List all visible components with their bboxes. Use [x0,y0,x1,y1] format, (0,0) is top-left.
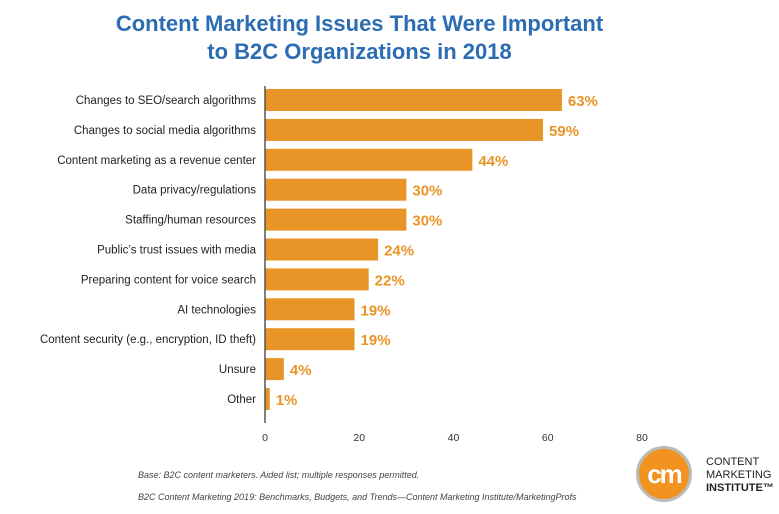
bar [265,298,355,321]
data-label: 22% [375,272,405,289]
data-label: 30% [412,183,442,200]
bar [265,89,562,111]
data-label: 4% [290,362,312,379]
category-label: Public’s trust issues with media [97,245,257,257]
x-tick-label: 20 [353,432,365,444]
data-label: 1% [276,392,298,409]
bar [265,388,270,410]
cmi-logo: cm CONTENT MARKETING INSTITUTE™ [636,446,776,508]
category-label: Content marketing as a revenue center [57,155,256,167]
data-label: 30% [412,213,442,230]
bar [265,178,407,201]
category-label: Unsure [219,364,256,376]
category-label: Content security (e.g., encryption, ID t… [40,334,256,346]
title-line-1: Content Marketing Issues That Were Impor… [115,11,604,36]
bar [265,118,544,141]
logo-line-2: MARKETING [706,469,772,481]
bar [265,238,379,261]
category-label: Staffing/human resources [125,215,256,227]
data-label: 24% [384,243,414,260]
category-label: Preparing content for voice search [81,274,256,286]
cm-logo-mark: cm [636,446,692,502]
category-label: Other [227,394,256,406]
bar [265,148,473,171]
bar [265,358,284,381]
x-tick-label: 60 [542,432,554,444]
x-tick-label: 0 [262,432,268,444]
data-label: 59% [549,123,579,140]
footnote-source: B2C Content Marketing 2019: Benchmarks, … [138,492,577,502]
data-label: 19% [361,302,391,319]
logo-line-3: INSTITUTE™ [706,482,774,494]
data-label: 19% [361,332,391,349]
footnote-base: Base: B2C content marketers. Aided list;… [138,470,420,480]
category-label: Changes to social media algorithms [74,125,256,137]
category-label: Changes to SEO/search algorithms [76,95,257,107]
category-label: AI technologies [177,304,256,316]
bar [265,208,407,231]
bar [265,328,355,351]
x-tick-label: 40 [448,432,460,444]
category-label: Data privacy/regulations [133,185,257,197]
data-label: 44% [478,153,508,170]
logo-line-1: CONTENT [706,456,760,468]
data-label: 63% [568,93,598,110]
chart-title: Content Marketing Issues That Were Impor… [0,10,779,66]
bar [265,268,369,291]
title-line-2: to B2C Organizations in 2018 [207,39,512,64]
x-tick-label: 80 [636,432,648,444]
